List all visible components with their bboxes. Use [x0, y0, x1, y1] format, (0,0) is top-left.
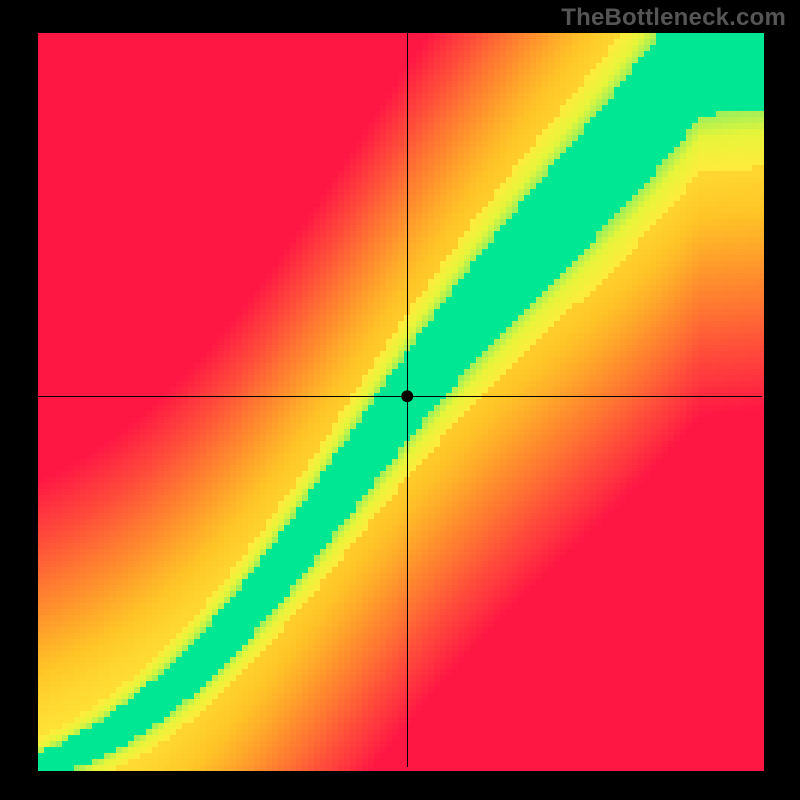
watermark-text: TheBottleneck.com: [561, 4, 786, 32]
bottleneck-heatmap-canvas: [0, 0, 800, 800]
